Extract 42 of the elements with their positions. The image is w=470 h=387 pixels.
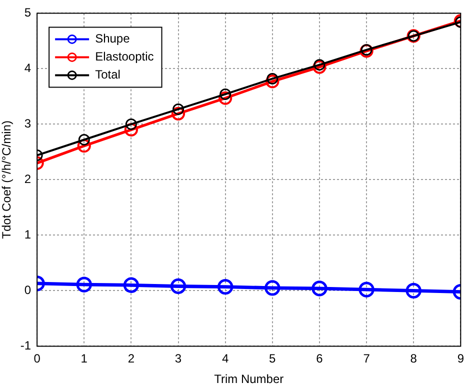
x-tick-label: 3 [174, 352, 182, 366]
point [124, 122, 138, 137]
point [125, 118, 137, 130]
point [220, 88, 232, 100]
point [77, 139, 91, 153]
point [264, 280, 280, 296]
point [170, 278, 186, 294]
x-tick-label: 0 [34, 352, 41, 366]
x-tick-label: 4 [222, 352, 229, 366]
y-tick-label: 1 [24, 228, 32, 242]
point [312, 280, 328, 296]
y-tick-label: -1 [20, 338, 32, 353]
point [76, 276, 92, 292]
x-axis-title: Trim Number [214, 372, 284, 386]
y-tick-label: 3 [24, 116, 32, 131]
point [171, 106, 186, 120]
point [312, 60, 326, 74]
x-tick-label: 5 [269, 352, 276, 366]
legend-label: Shupe [95, 32, 130, 46]
legend-label: Total [95, 68, 120, 82]
x-tick-label: 9 [457, 352, 464, 366]
point [217, 278, 234, 295]
y-tick-label: 4 [24, 61, 32, 76]
x-tick-label: 6 [316, 352, 324, 366]
point [123, 277, 140, 293]
point [358, 282, 374, 298]
x-tick-label: 8 [410, 352, 418, 366]
y-axis-title: Tdot Coef (°/h/°C/min) [0, 120, 14, 239]
point [266, 72, 278, 84]
point [314, 59, 326, 71]
point [172, 103, 184, 115]
point [218, 91, 232, 105]
y-tick-label: 5 [24, 6, 32, 20]
y-tick-label: 2 [24, 172, 32, 186]
point [266, 74, 280, 88]
point [78, 134, 90, 146]
y-tick-label: 0 [24, 283, 32, 298]
x-tick-label: 7 [363, 352, 370, 366]
legend-label: Elastooptic [95, 50, 154, 64]
x-tick-label: 1 [80, 352, 88, 366]
point [406, 282, 422, 299]
x-tick-label: 2 [128, 352, 135, 366]
